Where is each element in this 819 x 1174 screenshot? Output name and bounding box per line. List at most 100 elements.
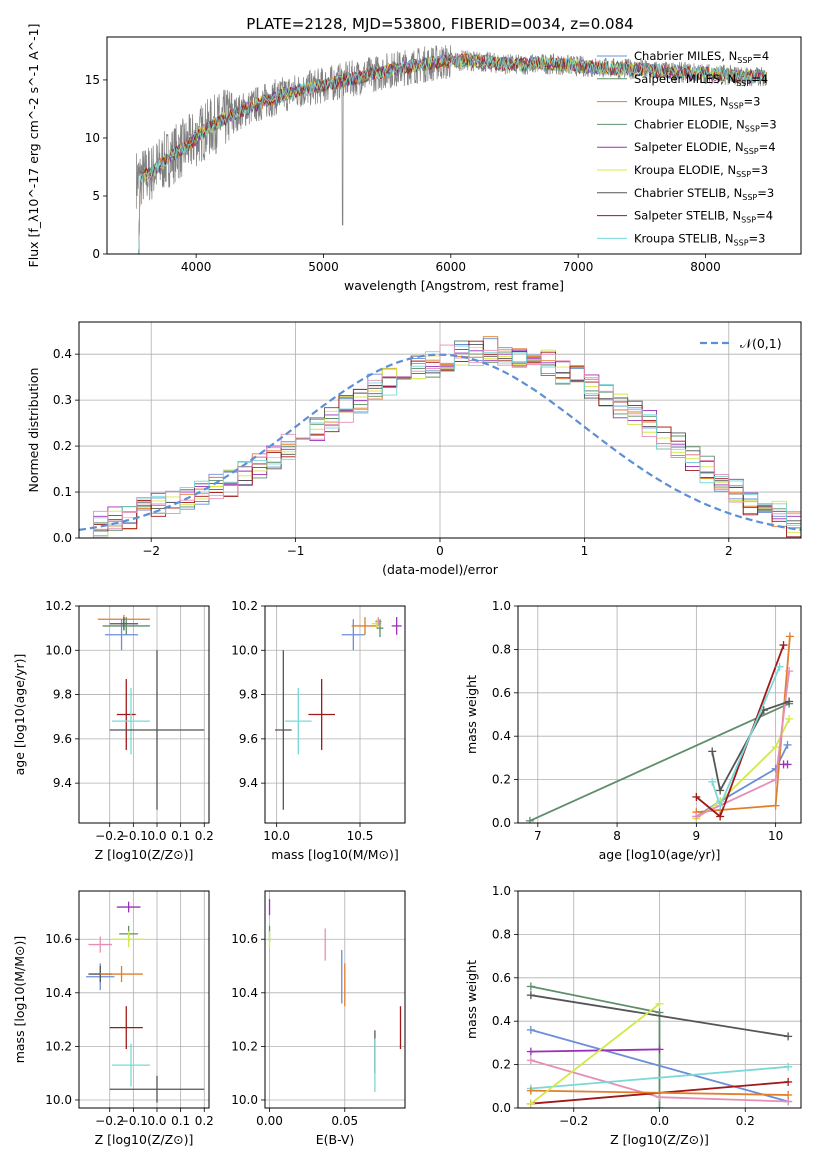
y-tick-label: 10.2 (45, 599, 72, 613)
data-point (105, 619, 139, 651)
y-tick-label: 10.0 (45, 643, 72, 657)
x-tick-label: −0.1 (119, 829, 148, 843)
x-tick-label: 0.0 (147, 1114, 166, 1128)
y-tick-label: 0.6 (492, 686, 511, 700)
data-point (308, 679, 335, 750)
data-point (88, 936, 113, 953)
data-point (341, 619, 365, 651)
x-tick-label: 0.1 (171, 829, 190, 843)
data-point (109, 1006, 143, 1050)
y-tick-label: 10.6 (45, 932, 72, 946)
x-axis-label: Z [log10(Z/Z⊙)] (610, 1132, 709, 1147)
weight-series (692, 641, 788, 821)
y-tick-label: 10.2 (231, 599, 258, 613)
weight-series (708, 662, 784, 810)
data-point (275, 650, 292, 810)
weight-series (779, 760, 792, 769)
data-point (116, 679, 136, 750)
axes-frame (78, 890, 210, 1109)
x-tick-label: 2 (725, 544, 733, 558)
y-tick-label: 0.6 (492, 971, 511, 985)
y-tick-label: 10 (85, 131, 100, 145)
data-point (391, 617, 402, 635)
weight-marker (716, 812, 725, 821)
y-axis-label: mass weight (464, 960, 479, 1039)
x-tick-label: 10 (768, 829, 783, 843)
x-tick-label: 0.2 (195, 829, 214, 843)
y-tick-label: 10.4 (45, 986, 72, 1000)
weight-line (711, 700, 790, 794)
data-point (109, 650, 205, 810)
y-tick-label: 10.4 (231, 986, 258, 1000)
legend-label: Chabrier ELODIE, NSSP=3 (634, 117, 777, 133)
x-tick-label: 4000 (181, 260, 212, 274)
weight-marker (779, 641, 788, 650)
weight-marker (655, 999, 664, 1008)
weight-marker (783, 760, 792, 769)
weight-marker (785, 697, 794, 706)
x-tick-label: 1 (581, 544, 589, 558)
axes-frame (264, 605, 406, 824)
weight-line (530, 1065, 789, 1090)
data-point (112, 931, 146, 948)
y-tick-label: 0.0 (492, 1101, 511, 1115)
weight-vs-metallicity-panel: −0.2 0.0 0.2 0.0 0.2 0.4 0.6 0.8 1.0 Z [log10(Z/Z… (464, 884, 802, 1147)
data-point (351, 617, 379, 635)
weight-marker (784, 1062, 793, 1071)
y-axis-label: Normed distribution (26, 368, 41, 493)
weight-line (695, 644, 785, 818)
histogram-step (79, 344, 801, 538)
weight-marker (775, 662, 784, 671)
weight-line (530, 994, 789, 1038)
x-axis-label: age [log10(age/yr)] (599, 847, 721, 862)
axes-frame (517, 605, 802, 824)
age-vs-mass-panel: 10.0 10.5 9.4 9.6 9.8 10.0 10.2 mass [log10(M/M… (231, 599, 406, 862)
weight-marker (655, 1045, 664, 1054)
x-tick-label: −0.2 (95, 829, 124, 843)
y-tick-label: 0.3 (53, 393, 72, 407)
histogram-step (79, 345, 801, 538)
x-axis-label: wavelength [Angstrom, rest frame] (344, 278, 564, 293)
x-tick-label: −0.2 (559, 1114, 588, 1128)
weight-series (526, 1045, 664, 1056)
y-tick-label: 10.0 (45, 1093, 72, 1107)
x-tick-label: 10.0 (263, 829, 290, 843)
plot-area (97, 614, 205, 810)
data-point (109, 617, 139, 631)
axes-frame (264, 890, 406, 1109)
weight-marker (655, 1104, 664, 1108)
weight-marker (771, 743, 780, 752)
y-tick-label: 10.2 (231, 1039, 258, 1053)
y-tick-label: 0.4 (492, 729, 511, 743)
x-axis-label: mass [log10(M/M⊙)] (271, 847, 399, 862)
data-point (376, 619, 384, 637)
x-tick-label: 0.0 (650, 1114, 669, 1128)
x-tick-label: −0.2 (95, 1114, 124, 1128)
weight-marker (526, 1099, 535, 1108)
plot-area (268, 899, 402, 1092)
weight-marker (526, 991, 535, 1000)
y-tick-label: 0.1 (53, 485, 72, 499)
y-tick-label: 9.4 (239, 776, 258, 790)
weight-marker (784, 1032, 793, 1041)
y-tick-label: 0.4 (492, 1014, 511, 1028)
weight-marker (708, 747, 717, 756)
weight-marker (525, 816, 534, 823)
plot-area (86, 901, 205, 1103)
weight-marker (783, 740, 792, 749)
weight-marker (526, 1047, 535, 1056)
data-point (375, 617, 382, 626)
y-tick-label: 0.0 (492, 816, 511, 830)
y-tick-label: 9.8 (53, 688, 72, 702)
weight-marker (785, 714, 794, 723)
x-tick-label: 0 (436, 544, 444, 558)
y-tick-label: 0.8 (492, 642, 511, 656)
weight-line (530, 1048, 660, 1053)
y-tick-label: 10.6 (231, 932, 258, 946)
axes-frame (106, 36, 802, 255)
plot-area (79, 336, 801, 538)
x-axis-label: Z [log10(Z/Z⊙)] (95, 847, 194, 862)
weight-marker (526, 1025, 535, 1034)
y-tick-label: 0.0 (53, 531, 72, 545)
y-tick-label: 1.0 (492, 884, 511, 898)
